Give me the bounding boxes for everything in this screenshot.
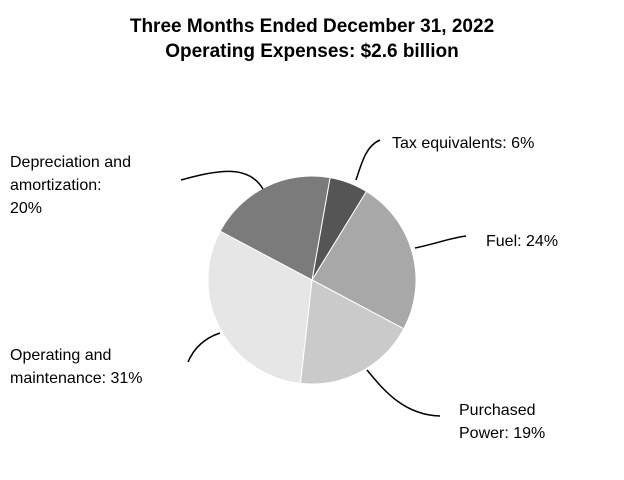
- leader-line-depreciation: [180, 170, 264, 190]
- slice-label-line: amortization:: [10, 177, 102, 194]
- leader-line-om: [187, 332, 221, 363]
- slice-label-line: Fuel: 24%: [486, 233, 559, 250]
- pie-slice-depreciation: [219, 175, 331, 281]
- slice-label-line: Depreciation and: [10, 154, 131, 171]
- slice-label-fuel: Fuel: 24%: [486, 230, 558, 253]
- slice-label-line: Purchased: [459, 402, 536, 419]
- slice-label-line: Tax equivalents: 6%: [392, 135, 535, 152]
- leader-line-fuel: [414, 235, 467, 249]
- chart-subtitle-line: Operating Expenses: $2.6 billion: [165, 41, 459, 62]
- slice-label-operating-maintenance: Operating and maintenance: 31%: [10, 344, 143, 390]
- slice-label-line: Operating and: [10, 347, 112, 364]
- pie-slices: [207, 175, 417, 385]
- pie-slice-fuel: [311, 190, 417, 330]
- slice-label-line: 20%: [10, 200, 43, 217]
- pie-slice-om: [207, 230, 313, 384]
- chart-title: Three Months Ended December 31, 2022 Ope…: [0, 14, 624, 64]
- leader-lines: [180, 139, 467, 417]
- chart-title-line: Three Months Ended December 31, 2022: [129, 16, 495, 37]
- slice-label-depreciation-amortization: Depreciation and amortization: 20%: [10, 151, 131, 220]
- slice-label-line: Power: 19%: [459, 425, 546, 442]
- pie-slice-purchased-power: [299, 279, 405, 385]
- leader-line-tax: [355, 139, 381, 181]
- slice-label-tax-equivalents: Tax equivalents: 6%: [392, 132, 534, 155]
- leader-line-purchased-power: [366, 369, 441, 417]
- slice-label-line: maintenance: 31%: [10, 370, 143, 387]
- slice-label-purchased-power: Purchased Power: 19%: [459, 399, 545, 445]
